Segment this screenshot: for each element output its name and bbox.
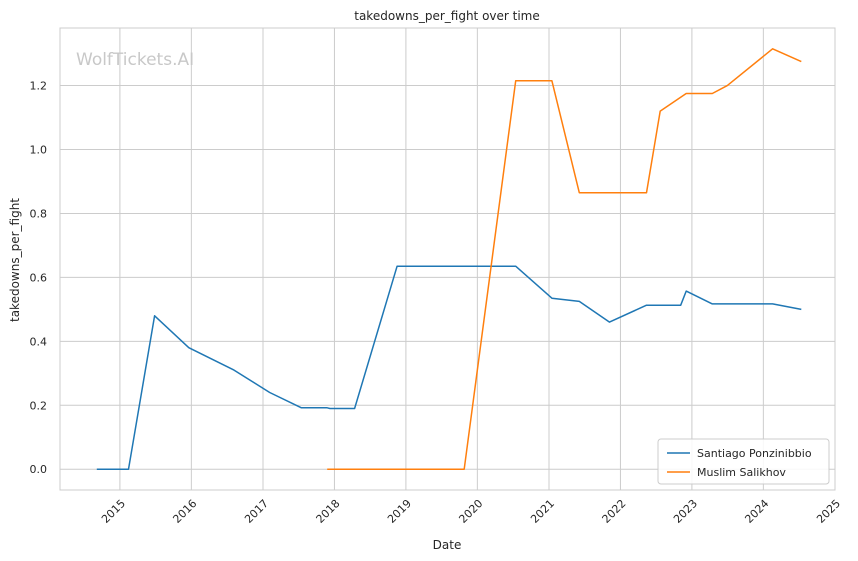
chart-title: takedowns_per_fight over time [354,9,540,23]
x-tick-label: 2022 [600,497,629,526]
x-tick-label: 2020 [456,497,485,526]
x-tick-label: 2024 [742,497,771,526]
y-tick-label: 0.0 [30,463,48,476]
series-line-muslim-salikhov [327,48,802,470]
y-tick-label: 1.0 [30,143,48,156]
legend-label-muslim: Muslim Salikhov [697,466,786,479]
x-tick-label: 2016 [170,497,199,526]
y-tick-label: 0.2 [30,399,48,412]
y-tick-label: 0.8 [30,207,48,220]
x-tick-label: 2023 [671,497,700,526]
plot-area [60,28,835,490]
y-tick-label: 1.2 [30,80,48,93]
x-tick-label: 2021 [528,497,557,526]
series-layer [96,48,802,470]
y-tick-label: 0.4 [30,335,48,348]
x-tick-label: 2018 [314,497,343,526]
series-line-santiago-ponzinibbio [96,265,802,470]
x-axis-label: Date [433,538,462,552]
watermark: WolfTickets.AI [76,50,194,70]
plot-frame [59,27,836,491]
legend-label-santiago: Santiago Ponzinibbio [697,447,812,460]
x-tick-label: 2017 [242,497,271,526]
y-tick-label: 0.6 [30,271,48,284]
x-tick-label: 2015 [99,497,128,526]
legend-box [657,438,830,485]
legend: Santiago Ponzinibbio Muslim Salikhov [657,438,830,485]
x-tick-label: 2025 [814,497,843,526]
x-tick-label: 2019 [385,497,414,526]
y-axis-label: takedowns_per_fight [8,198,22,322]
